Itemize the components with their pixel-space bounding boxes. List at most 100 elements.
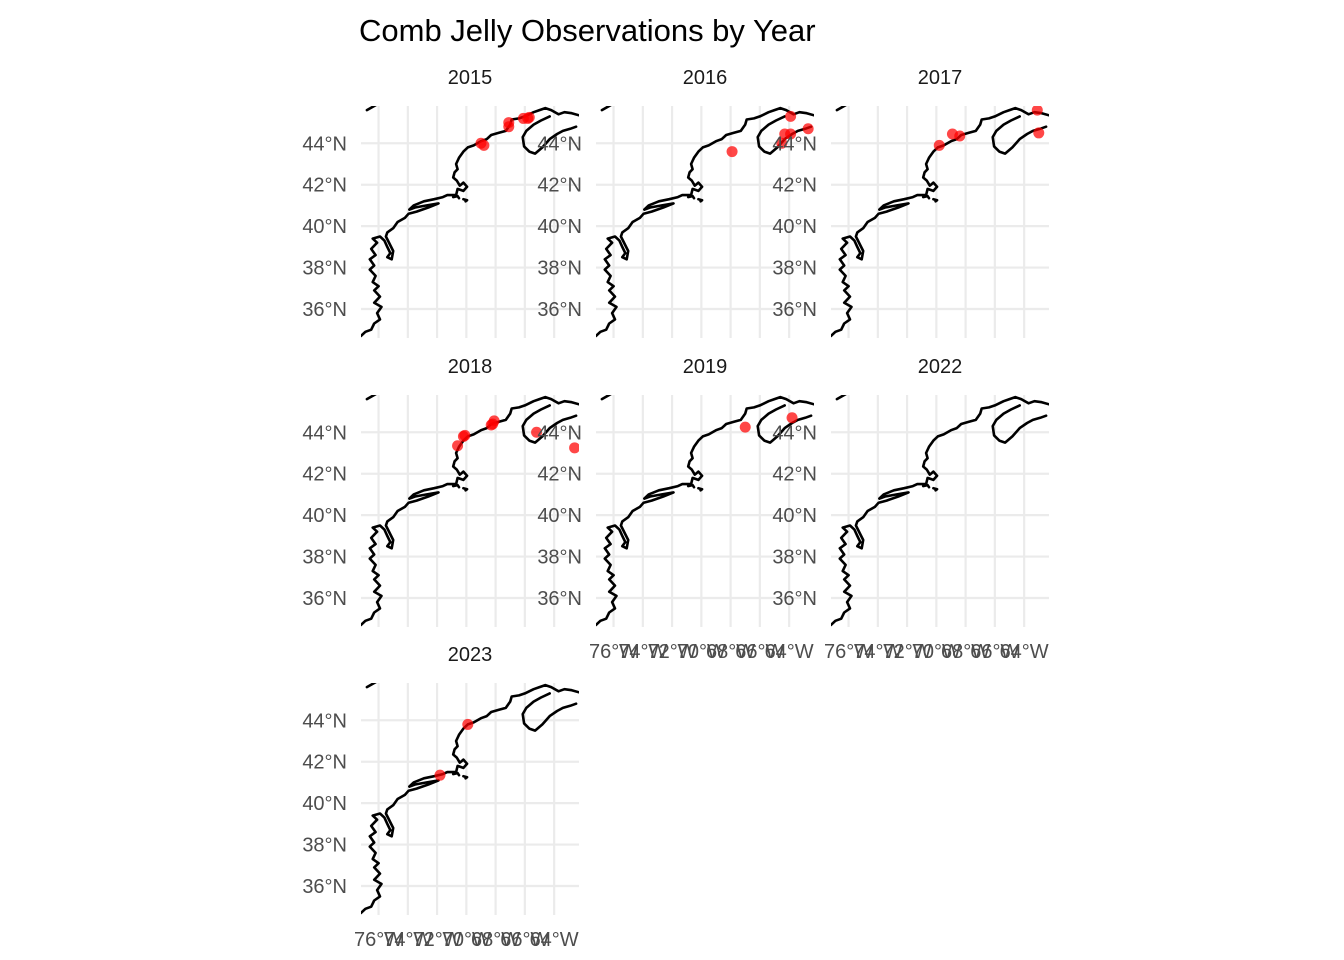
observation-point [954,130,966,142]
coastline-segment [451,771,461,777]
gridlines [831,395,1049,627]
y-tick-label: 44°N [302,133,347,155]
observation-point [776,137,788,149]
coastline-segment [756,115,813,155]
y-tick-label: 38°N [302,547,347,569]
coastline-segment [991,404,1048,444]
x-tick-label: 66°W [500,929,549,951]
facet-panel-2017: 2017 36°N 38°N 40°N 42°N 44°N [772,67,1049,338]
x-tick-label: 76°W [354,929,403,951]
x-tick-label: 72°W [883,641,932,663]
y-tick-label: 36°N [302,588,347,610]
x-tick-label: 76°W [589,641,638,663]
coastline-segment [600,106,612,112]
y-tick-label: 42°N [772,464,817,486]
coastline-segment [365,683,377,689]
observation-points [739,412,798,433]
coastline-segment [365,106,377,112]
x-tick-label: 74°W [618,641,667,663]
coastline-segment [551,93,574,98]
facet-panel-2016: 2016 36°N 38°N 40°N 42°N 44°N [537,67,814,338]
coastline-segment [1021,382,1044,387]
coastline [361,683,579,915]
y-axis-labels: 36°N 38°N 40°N 42°N 44°N [302,422,347,610]
facet-strip-label: 2019 [683,356,728,378]
y-tick-label: 36°N [537,299,582,321]
gridlines [596,395,814,627]
facet-strip-label: 2017 [918,67,963,89]
observation-point [802,123,814,135]
coastline-segment [686,194,696,200]
x-axis-labels: 76°W74°W72°W70°W68°W66°W64°W [354,929,579,951]
y-tick-label: 44°N [302,710,347,732]
coastline-segment [365,395,377,401]
y-tick-label: 40°N [302,793,347,815]
coastline-segment [932,197,939,203]
coastline-segment [786,382,809,387]
observation-points [933,106,1045,151]
observation-point [478,139,490,151]
coastline [596,106,814,338]
facet-panels: 2015 36°N 38°N 40°N 42°N 44°N 2016 36°N 38°N 40°N… [302,67,1049,951]
x-tick-label: 70°W [442,929,491,951]
coastline-segment [551,382,574,387]
coastline-segment [835,395,847,401]
y-tick-label: 40°N [772,216,817,238]
y-axis-labels: 36°N 38°N 40°N 42°N 44°N [537,133,582,321]
x-tick-label: 64°W [1000,641,1049,663]
facet-panel-2023: 2023 36°N 38°N 40°N 42°N 44°N 76°W74°W72°W70°W… [302,644,579,951]
coastline-segment [596,106,814,338]
coastline-segment [921,483,931,489]
y-tick-label: 44°N [772,133,817,155]
y-tick-label: 40°N [772,505,817,527]
x-tick-label: 66°W [735,641,784,663]
facet-strip-label: 2018 [448,356,493,378]
x-axis-labels: 76°W74°W72°W70°W68°W66°W64°W [589,641,814,663]
x-tick-label: 68°W [471,929,520,951]
observation-points [475,111,535,151]
y-tick-label: 40°N [302,216,347,238]
y-tick-label: 40°N [302,505,347,527]
observation-point [1033,127,1045,139]
y-tick-label: 38°N [537,258,582,280]
y-tick-label: 42°N [302,175,347,197]
coastline-segment [921,194,931,200]
y-tick-label: 42°N [537,464,582,486]
y-tick-label: 42°N [537,175,582,197]
observation-point [503,121,515,133]
observation-point [434,769,446,781]
y-tick-label: 36°N [772,299,817,321]
facet-panel-2022: 2022 36°N 38°N 40°N 42°N 44°N 76°W74°W72°W70°W… [772,356,1049,663]
y-tick-label: 44°N [302,422,347,444]
x-axis-labels: 76°W74°W72°W70°W68°W66°W64°W [824,641,1049,663]
y-axis-labels: 36°N 38°N 40°N 42°N 44°N [772,133,817,321]
facet-panel-2015: 2015 36°N 38°N 40°N 42°N 44°N [302,67,579,338]
coastline-segment [756,404,813,444]
facet-strip-label: 2016 [683,67,728,89]
coastline-segment [697,197,704,203]
y-axis-labels: 36°N 38°N 40°N 42°N 44°N [302,133,347,321]
coastline [361,382,579,627]
x-tick-label: 70°W [912,641,961,663]
x-tick-label: 74°W [383,929,432,951]
y-tick-label: 38°N [302,258,347,280]
facet-panel-2018: 2018 36°N 38°N 40°N 42°N 44°N [302,356,579,627]
y-tick-label: 38°N [772,547,817,569]
x-tick-label: 64°W [530,929,579,951]
observation-point [522,112,534,124]
observation-point [462,718,474,730]
coastline [361,93,579,338]
y-tick-label: 42°N [302,464,347,486]
y-tick-label: 38°N [772,258,817,280]
coastline-segment [361,395,579,627]
observation-point [487,418,499,430]
observation-point [459,429,471,441]
x-tick-label: 76°W [824,641,873,663]
observation-point [933,139,945,151]
coastline-segment [361,683,579,915]
y-tick-label: 36°N [302,876,347,898]
coastline-segment [991,115,1048,155]
x-tick-label: 68°W [706,641,755,663]
coastline-segment [462,197,469,203]
coastline-segment [462,774,469,780]
